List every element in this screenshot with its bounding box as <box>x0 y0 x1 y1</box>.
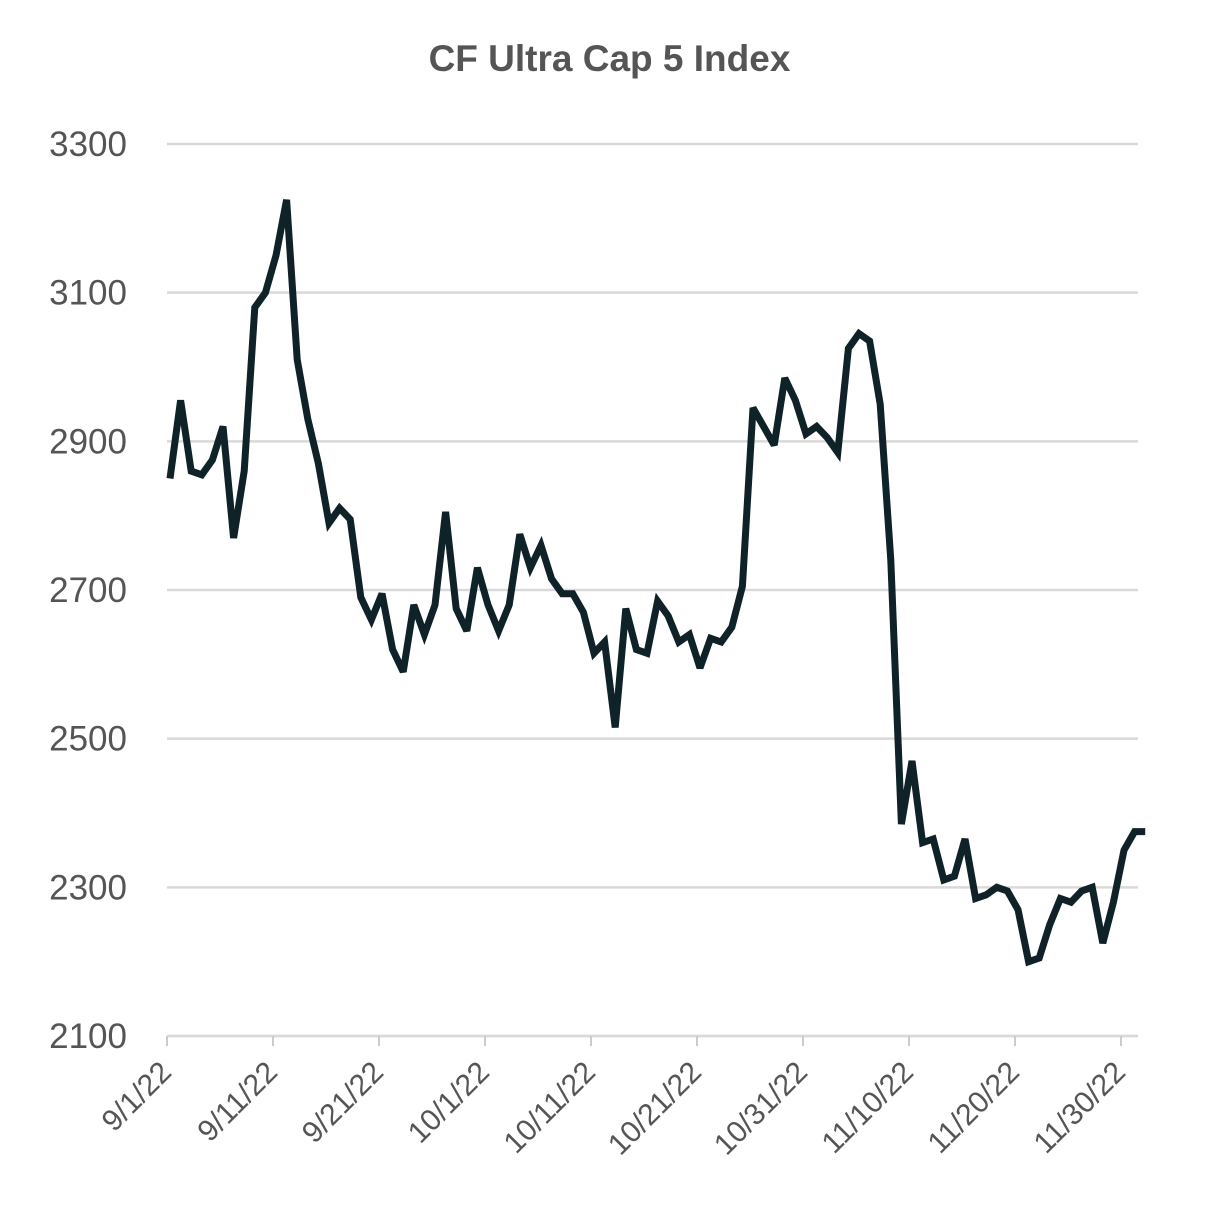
x-tick-label-7: 11/10/22 <box>816 1056 920 1160</box>
x-tick-label-8: 11/20/22 <box>922 1056 1026 1160</box>
y-tick-label-3100: 3100 <box>49 274 127 313</box>
x-tick-label-1: 9/11/22 <box>191 1056 284 1149</box>
y-tick-label-3300: 3300 <box>49 125 127 164</box>
x-tick-label-6: 10/31/22 <box>708 1056 814 1162</box>
x-tick-label-2: 9/21/22 <box>296 1056 390 1150</box>
chart-title: CF Ultra Cap 5 Index <box>428 38 791 79</box>
grid-layer <box>167 142 1138 1038</box>
y-tick-labels: 2100 2300 2500 2700 2900 3100 3300 <box>49 125 127 1056</box>
series-layer <box>166 199 1146 967</box>
series-line-0 <box>166 199 1146 967</box>
x-tick-label-4: 10/11/22 <box>498 1056 602 1160</box>
x-tick-label-3: 10/1/22 <box>402 1056 496 1150</box>
y-tick-label-2500: 2500 <box>49 720 127 759</box>
y-tick-label-2900: 2900 <box>49 422 127 461</box>
y-tick-label-2300: 2300 <box>49 868 127 907</box>
y-tick-label-2700: 2700 <box>49 571 127 610</box>
x-axis-layer <box>166 1034 1138 1046</box>
x-tick-label-9: 11/30/22 <box>1028 1056 1132 1160</box>
x-tick-label-0: 9/1/22 <box>96 1056 178 1138</box>
x-tick-labels: 9/1/22 9/11/22 9/21/22 10/1/22 10/11/22 10/21… <box>96 1056 1132 1162</box>
y-tick-label-2100: 2100 <box>49 1017 127 1056</box>
x-tick-label-5: 10/21/22 <box>602 1056 708 1162</box>
